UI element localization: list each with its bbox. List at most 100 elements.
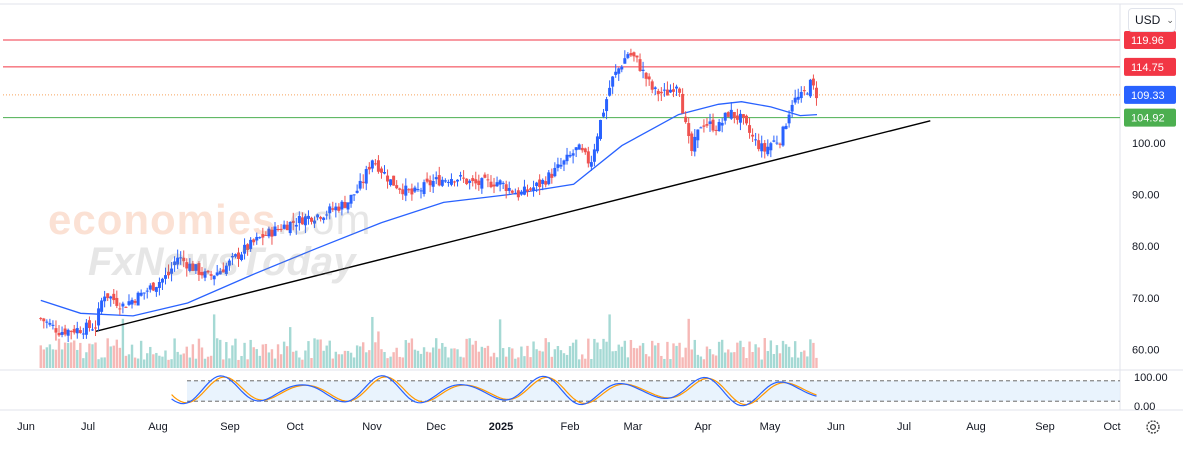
volume-bar xyxy=(550,356,554,368)
volume-bar xyxy=(325,345,328,368)
candle-body xyxy=(112,293,116,301)
volume-bar xyxy=(246,359,249,368)
volume-bar xyxy=(301,359,304,368)
candle-body xyxy=(139,292,143,296)
volume-bar xyxy=(422,347,426,368)
volume-bar xyxy=(547,342,550,368)
volume-bar xyxy=(526,345,529,368)
volume-bar xyxy=(215,338,219,368)
candle-body xyxy=(103,296,107,302)
volume-bar xyxy=(568,346,572,368)
volume-bar xyxy=(793,341,797,368)
volume-bar xyxy=(261,344,265,368)
y-tick-label: 80.00 xyxy=(1132,241,1160,253)
candle-body xyxy=(468,180,472,183)
volume-bar xyxy=(343,350,347,368)
candle-body xyxy=(757,140,761,150)
candle-body xyxy=(653,87,657,89)
volume-bar xyxy=(626,357,630,368)
candle-body xyxy=(729,109,733,119)
candle-body xyxy=(681,93,685,114)
volume-bar xyxy=(73,340,76,368)
candle-body xyxy=(255,236,259,241)
volume-bar xyxy=(800,351,803,368)
candle-body xyxy=(157,282,161,288)
candle-body xyxy=(252,239,256,243)
volume-bar xyxy=(459,356,462,368)
candle-body xyxy=(173,261,177,266)
stoch-band xyxy=(187,380,1120,402)
candle-body xyxy=(343,202,347,208)
candle-body xyxy=(802,90,806,92)
volume-bar xyxy=(206,356,210,368)
volume-bar xyxy=(173,338,176,368)
candle-body xyxy=(340,201,344,210)
volume-bar xyxy=(425,351,429,368)
candle-body xyxy=(392,175,396,186)
candle-body xyxy=(598,119,602,139)
candle-body xyxy=(620,66,624,70)
volume-bar xyxy=(368,350,371,368)
candle-body xyxy=(793,97,797,103)
volume-bar xyxy=(212,314,216,368)
candle-body xyxy=(638,59,642,71)
volume-bar xyxy=(88,343,91,368)
candle-body xyxy=(665,89,669,96)
volume-bar xyxy=(185,346,188,368)
candle-body xyxy=(717,122,721,132)
volume-bar xyxy=(395,347,398,368)
candle-body xyxy=(659,91,663,94)
volume-bar xyxy=(602,338,605,368)
candle-body xyxy=(151,282,155,291)
volume-bar xyxy=(231,345,234,368)
candle-body xyxy=(507,187,511,191)
volume-bar xyxy=(51,349,55,368)
candle-body xyxy=(489,181,493,188)
volume-bar xyxy=(450,348,453,368)
candle-body xyxy=(808,79,812,97)
volume-bar xyxy=(599,349,602,368)
candle-body xyxy=(781,126,785,146)
candle-body xyxy=(48,322,52,325)
volume-bar xyxy=(298,357,301,368)
candle-body xyxy=(775,142,779,144)
candle-body xyxy=(635,55,639,58)
level-badge-support xyxy=(1124,108,1176,127)
volume-bar xyxy=(276,344,280,368)
volume-bar xyxy=(152,354,155,368)
candle-body xyxy=(425,178,429,182)
volume-bar xyxy=(577,359,581,368)
candle-body xyxy=(477,180,481,186)
candle-body xyxy=(386,175,390,182)
candle-body xyxy=(556,164,560,168)
x-tick-label: Sep xyxy=(1035,421,1055,433)
y-tick-label: 90.00 xyxy=(1132,190,1160,202)
candle-body xyxy=(349,194,353,204)
candle-body xyxy=(364,169,368,184)
volume-bar xyxy=(501,348,505,368)
volume-bar xyxy=(209,355,213,368)
candle-body xyxy=(136,292,140,306)
volume-bar xyxy=(313,338,316,368)
candle-body xyxy=(246,244,250,250)
volume-bar xyxy=(179,354,182,368)
volume-bar xyxy=(310,358,313,368)
volume-bar xyxy=(316,339,319,368)
volume-bar xyxy=(456,349,459,368)
currency-selector[interactable]: USD ⌄ xyxy=(1128,8,1176,32)
volume-bar xyxy=(702,359,706,368)
volume-bar xyxy=(279,354,283,368)
x-tick-label: Oct xyxy=(286,421,303,433)
gear-icon[interactable] xyxy=(1143,417,1163,437)
candle-body xyxy=(115,297,119,306)
candle-body xyxy=(763,143,767,152)
candle-body xyxy=(121,303,125,307)
volume-bar xyxy=(273,358,277,368)
candle-body xyxy=(486,179,490,181)
level-badge-resistance-1 xyxy=(1124,57,1176,76)
candle-body xyxy=(586,151,590,164)
volume-bar xyxy=(322,350,325,368)
candle-body xyxy=(331,208,335,210)
